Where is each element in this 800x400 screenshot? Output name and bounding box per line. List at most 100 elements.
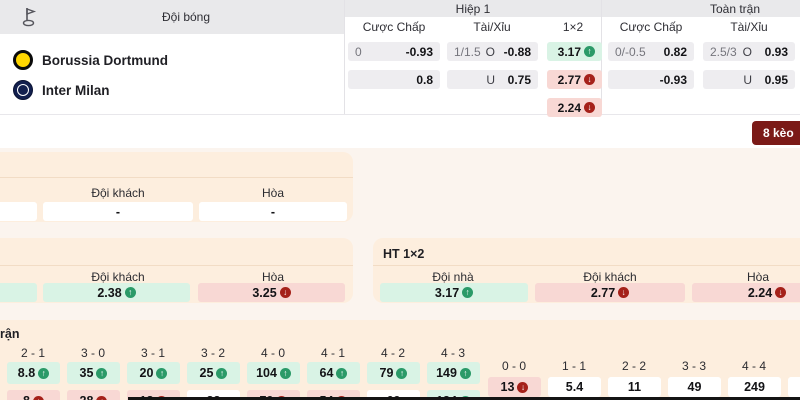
fulltime-header: Toàn trận (709, 2, 761, 16)
ft-under-cell[interactable]: U 0.95 (703, 70, 795, 89)
card-ft-1x2: Đội khách Hòa 2.38 ↑ 3.25 ↓ (0, 238, 353, 303)
home-odds-cell[interactable]: 3.17 ↑ (380, 283, 528, 302)
score-odds-cell[interactable]: 104 ↑ (247, 362, 300, 384)
trend-up-icon: ↑ (156, 367, 168, 379)
draw-odds-cell[interactable]: 2.24 ↓ (692, 283, 800, 302)
card-correct-score: rận 2 - 1 3 - 0 3 - 1 3 - 2 4 - 0 4 - 1 … (0, 320, 800, 400)
odds-value: 249 (744, 380, 765, 394)
h1-1x2-home-cell[interactable]: 3.17 ↑ (547, 42, 602, 61)
score-odds-cell[interactable]: 249 (728, 377, 781, 397)
score-header: 2 - 1 (20, 346, 46, 360)
score-odds-cell[interactable]: 64 ↑ (307, 362, 360, 384)
h1-1x2-away-cell[interactable]: 2.77 ↓ (547, 70, 602, 89)
score-header: 0 - 0 (501, 359, 527, 373)
ft-over-cell[interactable]: 2.5/3 O 0.93 (703, 42, 795, 61)
home-column-header: Đội nhà (432, 270, 474, 284)
odds-cell-partial[interactable] (0, 202, 37, 221)
draw-odds-cell[interactable]: - (199, 202, 347, 221)
ou-odds: 0.93 (764, 44, 788, 59)
handicap-odds: 0.82 (663, 44, 687, 59)
score-odds-cell[interactable]: 13 ↓ (488, 377, 541, 397)
trend-up-icon: ↑ (459, 367, 471, 379)
handicap-odds: -0.93 (405, 44, 433, 59)
h1-over-cell[interactable]: 1/1.5 O -0.88 (447, 42, 538, 61)
team-column-header-band (0, 0, 344, 34)
away-odds-cell[interactable]: - (43, 202, 193, 221)
trend-down-icon: ↓ (584, 102, 595, 113)
score-odds-cell[interactable]: 149 ↑ (427, 362, 480, 384)
draw-column-header: Hòa (746, 270, 770, 284)
odds-value: 28 (80, 394, 94, 400)
draw-column-header: Hòa (261, 270, 285, 284)
table-bottom-border (0, 114, 800, 115)
odds-count-label: 8 kèo (763, 126, 794, 140)
trend-up-icon: ↑ (96, 367, 108, 379)
score-odds-cell[interactable]: 35 ↑ (67, 362, 120, 384)
odds-value: 13 (500, 380, 515, 394)
draw-odds-cell[interactable]: 3.25 ↓ (198, 283, 345, 302)
h1-1x2-draw-cell[interactable]: 2.24 ↓ (547, 98, 602, 117)
away-column-header: Đội khách (91, 270, 145, 284)
odds-cell-partial[interactable] (0, 283, 37, 302)
odds-value: 64 (319, 366, 334, 380)
corner-flag-icon (22, 8, 37, 27)
score-odds-cell[interactable]: 49 (668, 377, 721, 397)
odds-value: 149 (436, 366, 457, 380)
h1-under-cell[interactable]: U 0.75 (447, 70, 538, 89)
trend-up-icon: ↑ (584, 46, 595, 57)
draw-column-header: Hòa (261, 186, 285, 200)
odds-value: - (270, 204, 276, 219)
score-header: 4 - 3 (440, 346, 466, 360)
odds-value: 11 (627, 380, 642, 394)
home-team-name: Borussia Dortmund (42, 52, 169, 68)
score-odds-cell-partial[interactable] (788, 377, 800, 397)
away-odds-cell[interactable]: 2.38 ↑ (43, 283, 190, 302)
odds-value: 49 (687, 380, 702, 394)
ft-handicap-away-cell[interactable]: -0.93 (608, 70, 694, 89)
ou-side: O (485, 44, 495, 59)
handicap-odds: -0.93 (659, 72, 687, 87)
handicap-line: 0 (355, 44, 362, 59)
odds-value: 104 (256, 366, 277, 380)
h1-handicap-home-cell[interactable]: 0 -0.93 (348, 42, 440, 61)
score-header: 4 - 2 (380, 346, 406, 360)
h1-handicap-away-cell[interactable]: 0.8 (348, 70, 440, 89)
half1-overunder-header: Tài/Xỉu (473, 20, 511, 34)
odds-value: 8 (23, 394, 30, 400)
trend-down-icon: ↓ (32, 395, 44, 400)
trend-up-icon: ↑ (38, 367, 50, 379)
score-header: 4 - 0 (260, 346, 286, 360)
score-odds-cell[interactable]: 11 (608, 377, 661, 397)
score-odds-cell[interactable]: 20 ↑ (127, 362, 180, 384)
score-odds-cell[interactable]: 8↓ (7, 390, 60, 400)
trend-down-icon: ↓ (618, 287, 630, 298)
score-odds-cell[interactable]: 8.8 ↑ (7, 362, 60, 384)
score-odds-cell[interactable]: 79 ↑ (367, 362, 420, 384)
odds-count-badge[interactable]: 8 kèo (752, 121, 800, 145)
card-ht-1x2: HT 1×2 Đội nhà Đội khách Hòa 3.17 ↑ 2.77… (373, 238, 800, 303)
score-odds-cell[interactable]: 5.4 (548, 377, 601, 397)
dortmund-logo (13, 50, 33, 70)
odds-value: - (115, 204, 121, 219)
odds-value: 20 (139, 366, 154, 380)
away-odds-cell[interactable]: 2.77 ↓ (535, 283, 685, 302)
card-divider (0, 177, 353, 178)
ft-handicap-home-cell[interactable]: 0/-0.5 0.82 (608, 42, 694, 61)
1x2-odds: 2.24 (557, 100, 581, 115)
score-odds-cell[interactable]: 28↓ (67, 390, 120, 400)
card-title-fragment: rận (0, 327, 20, 341)
trend-down-icon: ↓ (584, 74, 595, 85)
handicap-odds: 0.8 (416, 72, 433, 87)
trend-down-icon: ↓ (279, 287, 291, 298)
score-header: 3 - 1 (140, 346, 166, 360)
trend-up-icon: ↑ (279, 367, 291, 379)
odds-value: 8.8 (17, 366, 36, 380)
trend-up-icon: ↑ (462, 287, 474, 298)
ou-side: U (743, 72, 752, 87)
score-header: 4 - 4 (741, 359, 767, 373)
1x2-odds: 2.77 (557, 72, 581, 87)
half1-handicap-header: Cược Chấp (362, 20, 426, 34)
ou-odds: -0.88 (503, 44, 531, 59)
score-odds-cell[interactable]: 25 ↑ (187, 362, 240, 384)
